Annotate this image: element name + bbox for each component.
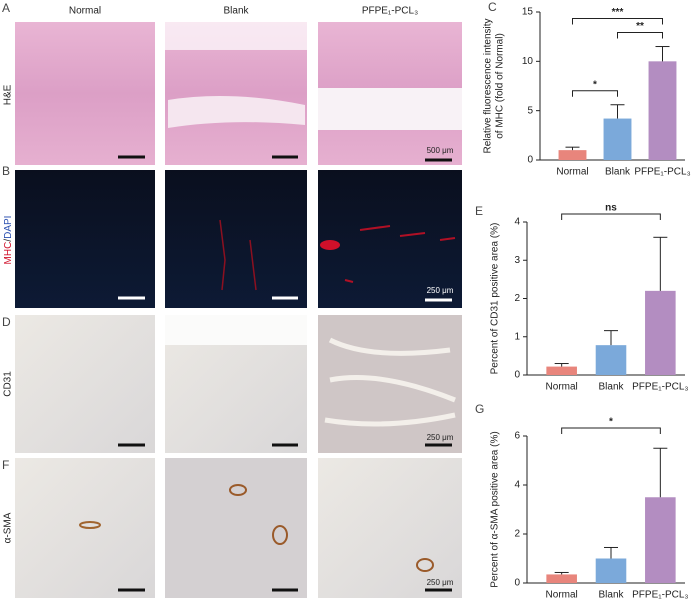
micrograph-detail [320,240,340,250]
scale-label: 500 μm [427,146,454,155]
y-tick-label: 6 [514,431,520,442]
y-tick-label: 1 [514,331,520,342]
bar [595,345,627,375]
significance-bracket [561,213,661,220]
bar [603,118,632,160]
x-tick-label: Blank [598,590,624,601]
micrograph [165,170,307,308]
y-tick-label: 2 [514,529,520,540]
row-label: CD31 [3,371,14,397]
significance-label: * [609,417,613,428]
micrograph [15,170,155,308]
x-tick-label: Blank [598,382,624,393]
micrograph-detail [324,337,456,427]
micrograph [318,170,462,308]
row-label-part: / [3,239,14,242]
significance-bracket [572,90,618,97]
x-tick-label: Normal [546,382,578,393]
row-label: MHC/DAPI [3,216,14,265]
column-header: Normal [69,6,101,17]
y-tick-label: 4 [514,480,520,491]
y-tick-label: 4 [514,217,520,228]
y-axis-label: of MHC (fold of Normal) [495,33,506,139]
y-tick-label: 5 [527,105,533,116]
y-tick-label: 3 [514,255,520,266]
x-tick-label: PFPE₁-PCL₃ [632,382,688,393]
significance-label: * [593,79,597,90]
panel-letter: D [2,315,11,329]
y-tick-label: 0 [527,155,533,166]
row-label-part: MHC [3,242,14,265]
panel-letter: E [475,204,483,218]
bar [645,497,676,583]
row-label: H&E [3,84,14,105]
scale-label: 250 μm [427,578,454,587]
significance-label: ** [636,21,644,32]
bar [645,290,676,375]
micrograph-detail [165,315,307,345]
micrograph-detail [318,88,462,130]
bar [546,574,577,583]
y-axis-label: Percent of CD31 positive area (%) [490,223,501,375]
y-tick-label: 0 [514,578,520,589]
scale-label: 250 μm [427,433,454,442]
y-tick-label: 0 [514,370,520,381]
micrograph [15,22,155,165]
micrograph-detail [79,521,101,529]
micrograph [15,315,155,453]
y-tick-label: 2 [514,293,520,304]
micrograph-detail [219,219,257,291]
panel-letter: B [2,164,10,178]
significance-bracket [617,32,663,39]
y-axis-label: Percent of α-SMA positive area (%) [490,431,501,587]
bar [595,558,627,583]
panel-letter: A [2,1,10,15]
significance-label: *** [612,7,624,18]
micrograph [318,458,462,598]
micrograph-detail [344,225,456,283]
y-tick-label: 15 [522,7,534,18]
panel-letter: C [488,0,497,14]
bar [546,366,577,375]
scale-bars [118,155,452,592]
micrograph [318,315,462,453]
significance-label: ns [605,203,617,214]
bar [648,61,677,161]
micrograph-detail [229,484,247,496]
x-tick-label: PFPE₁-PCL₃ [634,167,690,178]
micrograph-detail [272,525,288,545]
x-tick-label: Normal [546,590,578,601]
x-tick-label: PFPE₁-PCL₃ [632,590,688,601]
row-label: α-SMA [3,512,14,543]
bar [558,150,587,160]
significance-bracket [561,427,661,434]
micrograph-detail [168,96,305,128]
column-header: Blank [223,6,249,17]
y-axis-label: Relative fluorescence intensity [483,18,494,153]
scale-label: 250 μm [427,286,454,295]
x-tick-label: Blank [605,167,631,178]
column-header: PFPE₁-PCL₃ [362,6,418,17]
panel-letter: F [2,458,9,472]
micrograph-detail [416,558,434,572]
panel-letter: G [475,402,484,416]
y-tick-label: 10 [522,56,534,67]
row-label-part: DAPI [3,216,14,239]
x-tick-label: Normal [556,167,588,178]
significance-bracket [572,18,663,25]
micrograph-detail [165,22,307,50]
micrographs: 500 μm 250 μm 250 μm 250 μm [15,22,462,598]
